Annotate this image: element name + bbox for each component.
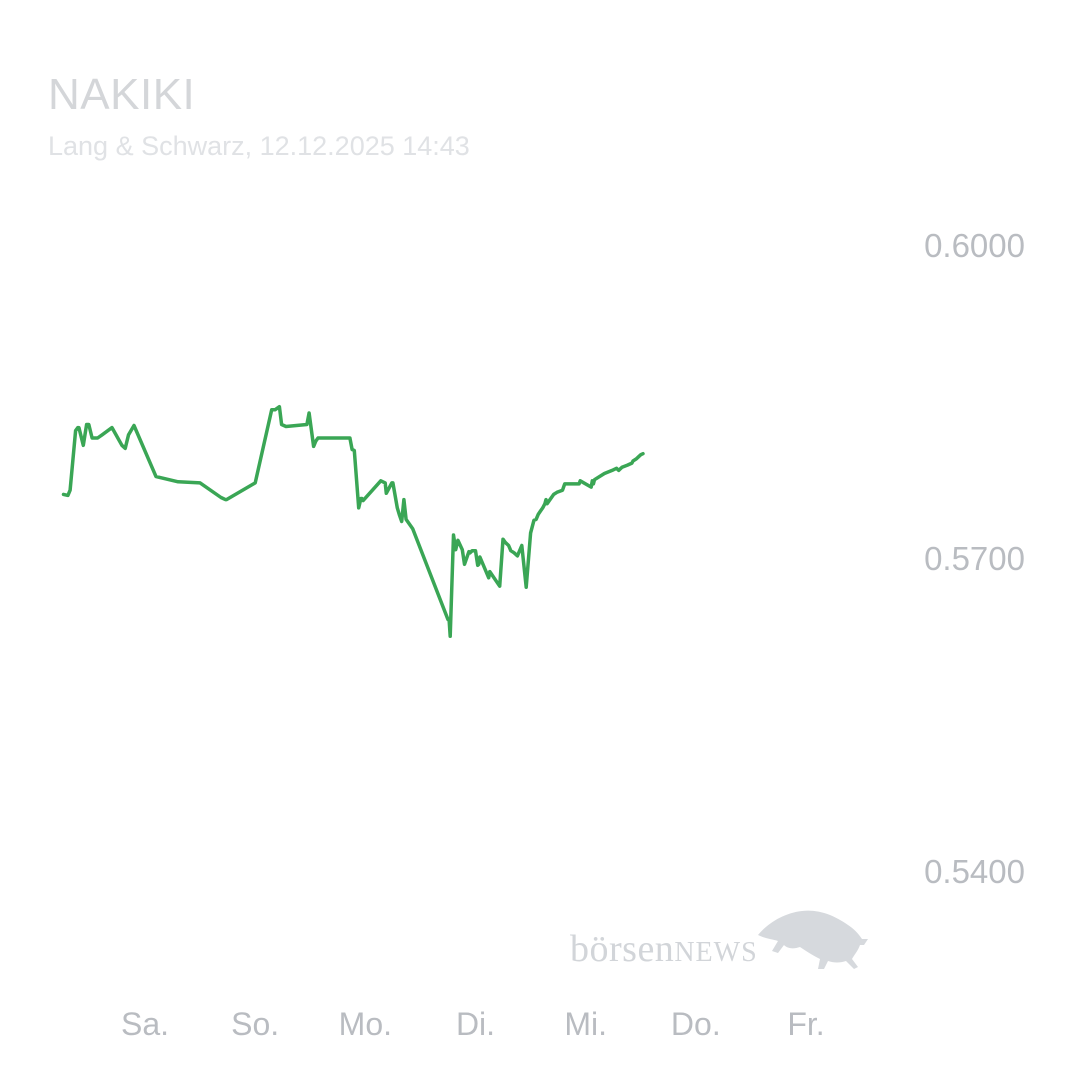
x-tick-label: Mo. (339, 1006, 392, 1042)
x-tick-label: Sa. (121, 1006, 169, 1042)
y-tick-label: 0.5400 (924, 853, 1025, 890)
y-tick-label: 0.6000 (924, 227, 1025, 264)
x-tick-label: Do. (671, 1006, 721, 1042)
x-tick-label: Fr. (787, 1006, 824, 1042)
x-tick-label: Mi. (564, 1006, 607, 1042)
bull-icon (758, 910, 868, 969)
x-tick-label: So. (231, 1006, 279, 1042)
line-layer (61, 404, 645, 639)
y-axis-ticks: 0.6000 0.5700 0.5400 (924, 227, 1025, 890)
x-axis-ticks: Sa. So. Mo. Di. Mi. Do. Fr. (121, 1006, 825, 1042)
watermark-text: börsenNEWS (570, 927, 758, 971)
watermark-logo: börsenNEWS (568, 905, 878, 980)
watermark-brand-main: börsen (570, 928, 675, 970)
chart-title: NAKIKI (48, 70, 196, 119)
y-tick-label: 0.5700 (924, 540, 1025, 577)
price-line (61, 404, 645, 639)
chart-subtitle: Lang & Schwarz, 12.12.2025 14:43 (48, 131, 470, 161)
watermark-brand-accent: NEWS (674, 937, 758, 968)
x-tick-label: Di. (456, 1006, 495, 1042)
